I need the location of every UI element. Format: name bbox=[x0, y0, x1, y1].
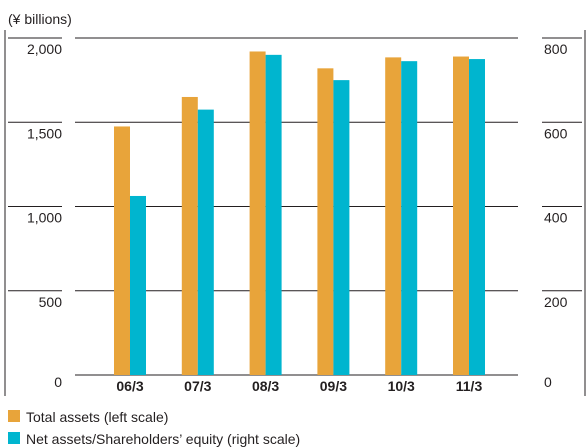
bar-net-assets bbox=[333, 80, 350, 375]
right-tick-label: 0 bbox=[544, 374, 552, 390]
category-label: 08/3 bbox=[252, 378, 279, 394]
right-axis-ticks: 0 200 400 600 800 bbox=[544, 41, 568, 390]
right-tick-label: 200 bbox=[544, 294, 568, 310]
left-tick-label: 0 bbox=[54, 374, 62, 390]
unit-label: (¥ billions) bbox=[8, 11, 72, 27]
bar-net-assets bbox=[197, 109, 214, 376]
left-tick-label: 1,000 bbox=[27, 210, 62, 226]
bar-total-assets bbox=[181, 96, 198, 375]
category-label: 10/3 bbox=[388, 378, 415, 394]
bar-total-assets bbox=[249, 51, 266, 375]
bar-total-assets bbox=[317, 68, 334, 375]
right-tick-label: 800 bbox=[544, 41, 568, 57]
right-tick-label: 600 bbox=[544, 125, 568, 141]
category-label: 06/3 bbox=[116, 378, 143, 394]
bar-total-assets bbox=[114, 126, 130, 376]
gridlines bbox=[4, 30, 586, 396]
legend-swatch bbox=[8, 410, 20, 422]
bar-total-assets bbox=[453, 56, 469, 375]
left-tick-label: 1,500 bbox=[27, 125, 62, 141]
legend-label: Total assets (left scale) bbox=[26, 409, 168, 425]
left-tick-label: 2,000 bbox=[27, 41, 62, 57]
legend: Total assets (left scale) Net assets/Shar… bbox=[8, 409, 300, 447]
category-labels: 06/3 07/3 08/3 09/3 10/3 11/3 bbox=[116, 378, 482, 394]
bar-net-assets bbox=[265, 54, 282, 375]
legend-swatch bbox=[8, 432, 20, 444]
category-label: 09/3 bbox=[320, 378, 347, 394]
left-axis-ticks: 0 500 1,000 1,500 2,000 bbox=[27, 41, 62, 390]
bar-net-assets bbox=[469, 59, 485, 375]
category-label: 07/3 bbox=[184, 378, 211, 394]
right-tick-label: 400 bbox=[544, 210, 568, 226]
left-tick-label: 500 bbox=[39, 294, 63, 310]
bars bbox=[114, 51, 485, 376]
bar-total-assets bbox=[385, 57, 402, 375]
legend-label: Net assets/Shareholders’ equity (right s… bbox=[26, 431, 300, 447]
category-label: 11/3 bbox=[456, 378, 483, 394]
bar-net-assets bbox=[130, 195, 146, 375]
bar-net-assets bbox=[401, 61, 418, 375]
